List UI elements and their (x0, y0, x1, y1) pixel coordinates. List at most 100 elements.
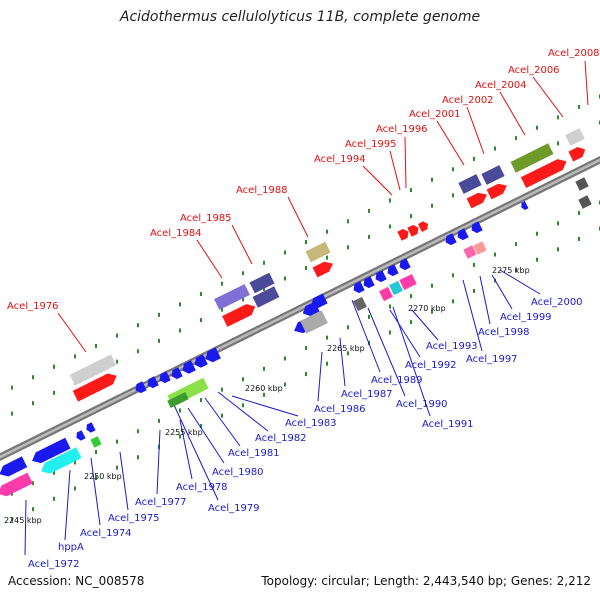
gene-label-acel-1972[interactable]: Acel_1972 (28, 559, 80, 570)
gene-label-acel-1984[interactable]: Acel_1984 (150, 228, 202, 239)
gene-label-acel-2008[interactable]: Acel_2008 (548, 48, 600, 59)
gene-glyph[interactable] (214, 284, 250, 310)
gene-glyph[interactable] (133, 381, 147, 394)
gene-label-acel-1999[interactable]: Acel_1999 (500, 312, 552, 323)
gene-glyph[interactable] (455, 228, 469, 241)
gene-shape[interactable] (466, 190, 490, 209)
gene-label-acel-1978[interactable]: Acel_1978 (176, 482, 228, 493)
gene-glyph[interactable] (0, 472, 33, 500)
gene-glyph[interactable] (203, 347, 221, 365)
gene-glyph[interactable] (373, 270, 387, 283)
gene-glyph[interactable] (469, 221, 483, 234)
gene-shape[interactable] (379, 286, 393, 302)
gene-shape[interactable] (157, 371, 171, 384)
gene-glyph[interactable] (417, 220, 430, 233)
gene-shape[interactable] (463, 245, 477, 259)
gene-shape[interactable] (203, 347, 221, 365)
gene-glyph[interactable] (353, 296, 367, 312)
gene-glyph[interactable] (308, 293, 328, 311)
gene-shape[interactable] (308, 293, 328, 311)
gene-shape[interactable] (373, 270, 387, 283)
gene-glyph[interactable] (361, 276, 375, 289)
gene-glyph[interactable] (351, 281, 365, 294)
gene-glyph[interactable] (510, 143, 554, 173)
gene-glyph[interactable] (167, 391, 189, 409)
gene-glyph[interactable] (157, 371, 171, 384)
gene-shape[interactable] (192, 354, 208, 369)
gene-glyph[interactable] (305, 241, 331, 263)
gene-label-acel-1992[interactable]: Acel_1992 (405, 360, 457, 371)
gene-label-acel-1985[interactable]: Acel_1985 (180, 213, 232, 224)
gene-shape[interactable] (0, 472, 33, 500)
gene-shape[interactable] (520, 156, 569, 189)
gene-shape[interactable] (473, 241, 487, 255)
gene-glyph[interactable] (300, 310, 328, 334)
gene-glyph[interactable] (397, 227, 410, 241)
gene-shape[interactable] (417, 220, 430, 233)
gene-shape[interactable] (222, 301, 258, 327)
gene-glyph[interactable] (312, 259, 336, 278)
gene-glyph[interactable] (466, 190, 490, 209)
gene-label-acel-1986[interactable]: Acel_1986 (314, 404, 366, 415)
gene-label-acel-2000[interactable]: Acel_2000 (531, 297, 583, 308)
gene-label-acel-2004[interactable]: Acel_2004 (475, 80, 527, 91)
gene-shape[interactable] (69, 354, 117, 386)
gene-label-acel-1991[interactable]: Acel_1991 (422, 419, 474, 430)
gene-glyph[interactable] (74, 430, 86, 442)
gene-label-hppa[interactable]: hppA (58, 542, 84, 553)
gene-glyph[interactable] (463, 245, 477, 259)
gene-glyph[interactable] (222, 301, 258, 327)
gene-label-acel-1989[interactable]: Acel_1989 (371, 375, 423, 386)
gene-glyph[interactable] (399, 273, 417, 291)
gene-label-acel-1994[interactable]: Acel_1994 (314, 154, 366, 165)
gene-shape[interactable] (565, 128, 585, 146)
gene-label-acel-1988[interactable]: Acel_1988 (236, 185, 288, 196)
gene-glyph[interactable] (29, 437, 71, 466)
gene-label-acel-1998[interactable]: Acel_1998 (478, 327, 530, 338)
gene-shape[interactable] (458, 174, 482, 194)
gene-glyph[interactable] (443, 233, 457, 246)
gene-glyph[interactable] (169, 367, 183, 380)
gene-glyph[interactable] (180, 360, 196, 375)
gene-shape[interactable] (397, 227, 410, 241)
gene-shape[interactable] (385, 264, 399, 277)
gene-glyph[interactable] (578, 195, 592, 209)
gene-label-acel-1993[interactable]: Acel_1993 (426, 341, 478, 352)
gene-label-acel-1981[interactable]: Acel_1981 (228, 448, 280, 459)
gene-shape[interactable] (389, 280, 403, 296)
gene-glyph[interactable] (486, 181, 510, 200)
gene-shape[interactable] (397, 258, 411, 271)
gene-shape[interactable] (167, 391, 189, 409)
gene-glyph[interactable] (520, 156, 569, 189)
gene-shape[interactable] (39, 447, 82, 476)
gene-glyph[interactable] (0, 456, 28, 479)
gene-shape[interactable] (399, 273, 417, 291)
gene-label-acel-1995[interactable]: Acel_1995 (345, 139, 397, 150)
gene-glyph[interactable] (192, 354, 208, 369)
gene-label-acel-1983[interactable]: Acel_1983 (285, 418, 337, 429)
gene-label-acel-1974[interactable]: Acel_1974 (80, 528, 132, 539)
gene-shape[interactable] (305, 241, 331, 263)
gene-shape[interactable] (469, 221, 483, 234)
gene-glyph[interactable] (90, 436, 102, 448)
gene-glyph[interactable] (458, 174, 482, 194)
gene-label-acel-1990[interactable]: Acel_1990 (396, 399, 448, 410)
gene-shape[interactable] (133, 381, 147, 394)
gene-shape[interactable] (0, 456, 28, 479)
gene-shape[interactable] (578, 195, 592, 209)
gene-shape[interactable] (249, 272, 275, 294)
gene-shape[interactable] (29, 437, 71, 466)
gene-label-acel-2001[interactable]: Acel_2001 (409, 109, 461, 120)
gene-shape[interactable] (575, 177, 589, 191)
gene-glyph[interactable] (568, 145, 587, 162)
gene-label-acel-1987[interactable]: Acel_1987 (341, 389, 393, 400)
gene-glyph[interactable] (397, 258, 411, 271)
gene-shape[interactable] (568, 145, 587, 162)
gene-label-acel-1977[interactable]: Acel_1977 (135, 497, 187, 508)
gene-label-acel-1979[interactable]: Acel_1979 (208, 503, 260, 514)
gene-glyph[interactable] (389, 280, 403, 296)
gene-glyph[interactable] (565, 128, 585, 146)
gene-label-acel-1975[interactable]: Acel_1975 (108, 513, 160, 524)
gene-glyph[interactable] (481, 165, 505, 185)
gene-glyph[interactable] (249, 272, 275, 294)
